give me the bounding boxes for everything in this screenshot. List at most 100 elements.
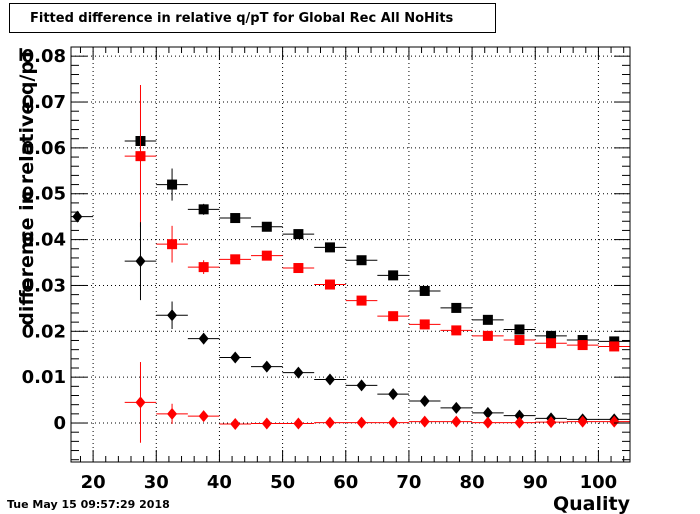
data-point (408, 415, 441, 428)
square-marker (324, 242, 335, 253)
x-tick-label: 60 (333, 472, 358, 493)
diamond-marker (514, 416, 525, 429)
data-point (219, 417, 252, 430)
diamond-marker (451, 401, 462, 414)
data-point (187, 203, 220, 215)
data-point (503, 324, 536, 335)
square-marker (609, 336, 620, 347)
data-point (124, 222, 157, 301)
x-tick-label: 70 (396, 472, 421, 493)
data-point (156, 301, 188, 330)
gridlines (71, 47, 630, 462)
y-tick-label: 0.02 (22, 321, 66, 342)
data-point (314, 279, 346, 290)
data-point (440, 302, 473, 313)
diamond-marker (293, 366, 304, 379)
diamond-marker (72, 210, 83, 223)
y-tick-label: 0.07 (22, 92, 66, 113)
data-point (219, 213, 252, 224)
data-point (345, 416, 378, 429)
square-marker (230, 213, 241, 224)
data-point (156, 225, 188, 263)
data-point (440, 325, 473, 336)
square-marker (261, 221, 272, 232)
diamond-marker (261, 417, 272, 430)
square-marker (198, 262, 209, 273)
data-point (377, 388, 409, 401)
x-axis-label: Quality (553, 493, 631, 514)
data-point (345, 379, 378, 392)
data-point (472, 314, 504, 325)
diamond-marker (293, 417, 304, 430)
x-tick-label: 20 (81, 472, 106, 493)
diamond-marker (514, 409, 525, 422)
data-point (503, 409, 536, 422)
data-point (440, 401, 473, 414)
data-point (187, 260, 220, 274)
data-point (71, 210, 94, 223)
square-marker (230, 254, 241, 265)
data-point (472, 416, 504, 429)
x-tick-label: 100 (580, 472, 618, 493)
data-point (124, 362, 157, 443)
y-tick-label: 0 (53, 413, 66, 434)
data-point (535, 416, 567, 429)
data-point (251, 221, 283, 232)
x-tick-label: 30 (144, 472, 169, 493)
data-point (377, 416, 409, 429)
data-point (156, 168, 188, 201)
data-point (282, 366, 315, 379)
diamond-marker (230, 417, 241, 430)
square-marker (293, 263, 304, 274)
data-point (535, 330, 567, 341)
data-point (408, 395, 441, 408)
square-marker (514, 335, 525, 346)
square-marker (514, 324, 525, 335)
data-point (566, 415, 599, 428)
x-tick-label: 40 (207, 472, 232, 493)
diamond-marker (482, 406, 493, 419)
square-marker (388, 270, 399, 281)
square-marker (419, 319, 430, 330)
square-marker (577, 340, 588, 351)
square-marker (293, 229, 304, 240)
data-point (314, 416, 346, 429)
data-point (408, 319, 441, 330)
data-point (377, 311, 409, 322)
diamond-marker (167, 407, 178, 420)
data-point (251, 250, 283, 261)
square-marker (419, 285, 430, 296)
y-tick-label: 0.01 (22, 367, 66, 388)
diamond-marker (388, 416, 399, 429)
diamond-marker (324, 416, 335, 429)
data-point (219, 254, 252, 265)
y-tick-label: 0.04 (22, 230, 66, 251)
square-marker (324, 279, 335, 290)
square-marker (356, 255, 367, 266)
y-tick-label: 0.05 (22, 184, 66, 205)
diamond-marker (419, 415, 430, 428)
data-point (377, 270, 409, 281)
diamond-marker (609, 415, 620, 428)
square-marker (167, 179, 178, 190)
data-point (598, 341, 630, 352)
data-points (71, 85, 630, 443)
diamond-marker (198, 332, 209, 345)
y-tick-label: 0.08 (22, 46, 66, 67)
data-point (503, 416, 536, 429)
x-tick-label: 80 (460, 472, 485, 493)
data-point (282, 417, 315, 430)
square-marker (546, 338, 557, 349)
data-point (282, 229, 315, 240)
data-point (408, 285, 441, 296)
data-point (472, 330, 504, 341)
data-point (282, 263, 315, 274)
square-marker (546, 330, 557, 341)
diamond-marker (451, 415, 462, 428)
data-point (219, 351, 252, 364)
square-marker (261, 250, 272, 261)
data-point (472, 406, 504, 419)
data-point (251, 360, 283, 373)
square-marker (577, 335, 588, 346)
